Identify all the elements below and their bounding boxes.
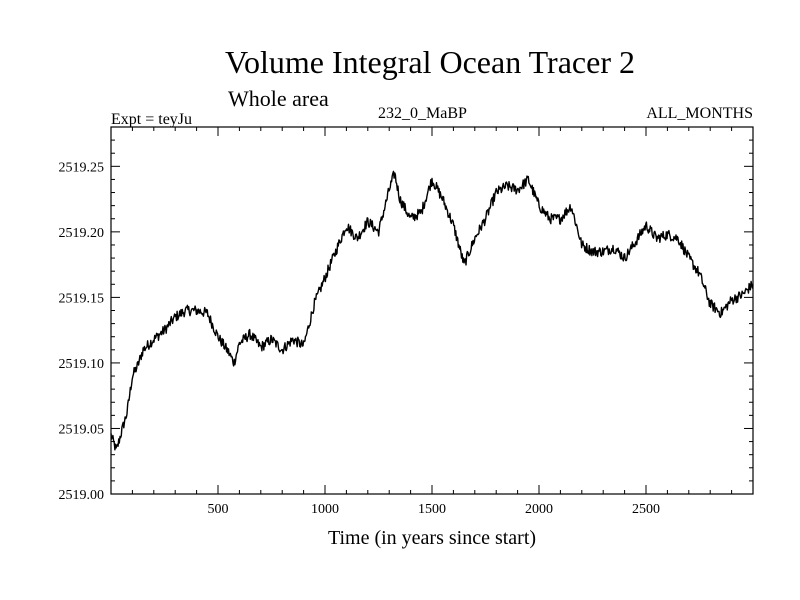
chart-title: Volume Integral Ocean Tracer 2 <box>225 44 635 80</box>
chart-subtitle: Whole area <box>228 86 329 111</box>
x-tick-label: 1000 <box>311 502 339 517</box>
y-tick-label: 2519.20 <box>59 226 105 241</box>
x-tick-label: 2500 <box>632 502 660 517</box>
months-label: ALL_MONTHS <box>646 105 753 122</box>
tick-group <box>111 127 753 495</box>
x-tick-label: 1500 <box>418 502 446 517</box>
y-tick-label: 2519.10 <box>59 357 105 372</box>
x-tick-label: 500 <box>208 502 229 517</box>
tick-label-group: 500 1000 1500 2000 2500 2519.00 2519.05 2519.10… <box>59 160 661 517</box>
x-tick-label: 2000 <box>525 502 553 517</box>
series-group <box>110 170 754 451</box>
experiment-label: Expt = teyJu <box>111 111 193 128</box>
y-tick-label: 2519.05 <box>59 422 105 437</box>
y-tick-label: 2519.15 <box>59 291 105 306</box>
y-tick-label: 2519.25 <box>59 160 105 175</box>
run-label: 232_0_MaBP <box>378 105 467 122</box>
series-line <box>110 170 754 451</box>
x-axis-label: Time (in years since start) <box>327 527 537 549</box>
y-tick-label: 2519.00 <box>59 488 105 503</box>
plot-frame <box>110 126 754 495</box>
